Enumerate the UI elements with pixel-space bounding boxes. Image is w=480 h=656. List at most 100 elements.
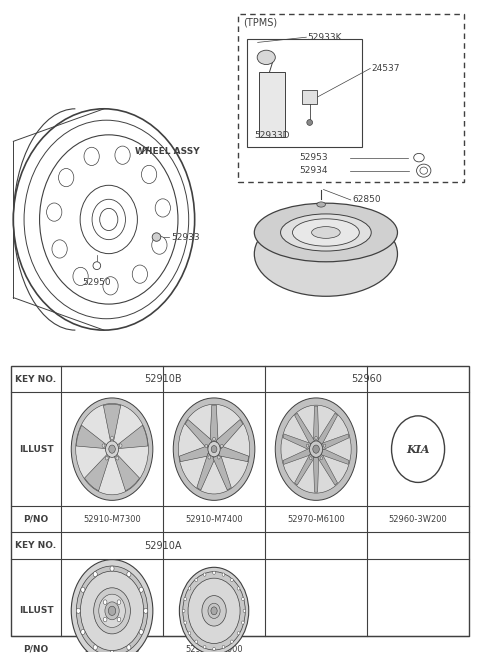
Polygon shape: [318, 413, 337, 445]
Ellipse shape: [312, 226, 340, 238]
Text: 52960-3W200: 52960-3W200: [389, 514, 447, 523]
Polygon shape: [322, 434, 349, 450]
Ellipse shape: [310, 457, 312, 460]
Ellipse shape: [139, 587, 143, 592]
Text: 52910-M7000: 52910-M7000: [185, 645, 243, 654]
Ellipse shape: [237, 632, 240, 635]
Ellipse shape: [188, 632, 191, 635]
Ellipse shape: [205, 444, 208, 447]
Ellipse shape: [188, 578, 240, 644]
Polygon shape: [318, 454, 337, 485]
Text: P/NO: P/NO: [24, 645, 48, 654]
Text: KEY NO.: KEY NO.: [15, 375, 57, 384]
Ellipse shape: [76, 608, 81, 613]
Ellipse shape: [184, 621, 187, 625]
Text: 52970-M6100: 52970-M6100: [287, 514, 345, 523]
Polygon shape: [117, 425, 148, 449]
Ellipse shape: [76, 566, 148, 655]
Ellipse shape: [417, 164, 431, 177]
Ellipse shape: [117, 600, 121, 604]
Ellipse shape: [230, 640, 233, 644]
Ellipse shape: [116, 457, 119, 460]
Ellipse shape: [99, 594, 125, 628]
Ellipse shape: [76, 403, 148, 495]
Text: 52960: 52960: [352, 374, 383, 384]
Polygon shape: [197, 453, 215, 490]
Ellipse shape: [213, 647, 216, 651]
Ellipse shape: [315, 436, 317, 440]
Polygon shape: [213, 453, 231, 490]
FancyBboxPatch shape: [247, 39, 362, 146]
Ellipse shape: [173, 398, 255, 501]
Ellipse shape: [213, 571, 216, 575]
Text: 52953: 52953: [300, 153, 328, 162]
Ellipse shape: [237, 587, 240, 590]
Ellipse shape: [110, 436, 113, 440]
Ellipse shape: [222, 646, 225, 649]
Ellipse shape: [310, 441, 323, 457]
Ellipse shape: [117, 617, 121, 622]
Ellipse shape: [320, 457, 323, 460]
Ellipse shape: [211, 445, 217, 453]
Ellipse shape: [144, 608, 148, 613]
Ellipse shape: [195, 579, 197, 582]
Text: ILLUST: ILLUST: [19, 606, 53, 615]
Text: 62850: 62850: [352, 195, 381, 205]
Ellipse shape: [103, 277, 118, 295]
Ellipse shape: [59, 169, 74, 187]
Ellipse shape: [220, 444, 223, 447]
Ellipse shape: [103, 600, 107, 604]
Ellipse shape: [127, 571, 131, 577]
Ellipse shape: [184, 598, 187, 601]
Polygon shape: [313, 406, 319, 441]
Ellipse shape: [127, 645, 131, 650]
Ellipse shape: [208, 441, 220, 457]
Text: 52910A: 52910A: [144, 541, 182, 550]
Ellipse shape: [222, 573, 225, 576]
Text: KEY NO.: KEY NO.: [15, 541, 57, 550]
Ellipse shape: [281, 405, 351, 493]
Polygon shape: [180, 445, 209, 462]
Polygon shape: [295, 454, 314, 485]
Polygon shape: [219, 445, 249, 462]
Ellipse shape: [257, 51, 276, 64]
Ellipse shape: [188, 587, 191, 590]
Ellipse shape: [204, 646, 206, 649]
Ellipse shape: [110, 651, 114, 655]
Ellipse shape: [241, 598, 244, 601]
Ellipse shape: [119, 444, 122, 447]
Ellipse shape: [106, 441, 119, 457]
Text: (TPMS): (TPMS): [243, 18, 277, 28]
Ellipse shape: [109, 445, 115, 453]
Ellipse shape: [100, 209, 118, 230]
Ellipse shape: [202, 596, 226, 626]
Polygon shape: [283, 434, 311, 450]
Ellipse shape: [81, 629, 85, 634]
Ellipse shape: [281, 214, 371, 251]
Polygon shape: [295, 413, 314, 445]
Polygon shape: [210, 405, 218, 442]
Ellipse shape: [71, 560, 153, 656]
Ellipse shape: [182, 609, 185, 613]
Text: WHEEL ASSY: WHEEL ASSY: [135, 148, 200, 156]
Ellipse shape: [414, 154, 424, 162]
Polygon shape: [216, 419, 243, 449]
Text: 52934: 52934: [300, 166, 328, 175]
Ellipse shape: [102, 444, 105, 447]
Text: KIA: KIA: [406, 443, 430, 455]
Ellipse shape: [110, 566, 114, 571]
Ellipse shape: [307, 119, 312, 125]
Ellipse shape: [208, 456, 211, 459]
Ellipse shape: [211, 607, 217, 615]
Ellipse shape: [105, 457, 108, 460]
Ellipse shape: [93, 645, 97, 650]
Ellipse shape: [208, 604, 220, 619]
Ellipse shape: [317, 202, 325, 207]
Ellipse shape: [275, 398, 357, 501]
Ellipse shape: [306, 444, 309, 447]
Text: 24537: 24537: [371, 64, 400, 73]
Ellipse shape: [105, 602, 119, 620]
Ellipse shape: [94, 588, 131, 634]
Text: 52910-M7300: 52910-M7300: [83, 514, 141, 523]
Ellipse shape: [243, 609, 246, 613]
